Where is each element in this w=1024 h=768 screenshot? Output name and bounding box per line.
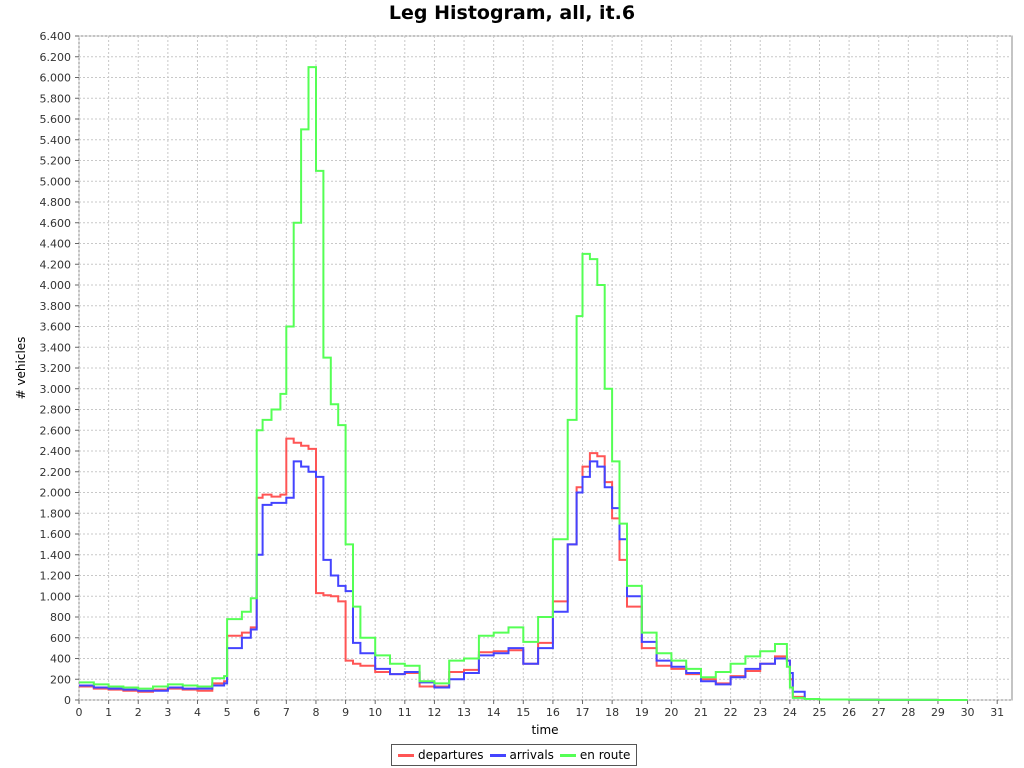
series-lines	[79, 66, 968, 701]
y-tick-label: 2.200	[40, 466, 72, 479]
y-tick-label: 800	[50, 611, 71, 624]
x-tick-label: 4	[194, 706, 201, 719]
y-tick-label: 2.400	[40, 445, 72, 458]
y-tick-label: 3.400	[40, 341, 72, 354]
y-tick-label: 2.800	[40, 404, 72, 417]
x-tick-label: 10	[368, 706, 382, 719]
y-tick-label: 1.800	[40, 507, 72, 520]
y-tick-label: 5.400	[40, 134, 72, 147]
x-axis-ticks: 0 1 2 3 4 5 6 7 8 9 10 11 12 13 14 15 16 17 18 19 20 21 22 23 24…	[76, 700, 1004, 719]
y-tick-label: 5.200	[40, 155, 72, 168]
series-line-arrivals	[79, 460, 968, 701]
x-tick-label: 7	[283, 706, 290, 719]
y-tick-label: 1.600	[40, 528, 72, 541]
y-tick-label: 0	[64, 694, 71, 707]
x-tick-label: 27	[872, 706, 886, 719]
y-tick-label: 2.000	[40, 487, 72, 500]
x-tick-label: 11	[398, 706, 412, 719]
x-tick-label: 3	[164, 706, 171, 719]
legend-item-departures: departures	[398, 748, 484, 762]
legend-swatch-departures	[398, 753, 414, 757]
y-tick-label: 4.200	[40, 258, 72, 271]
x-tick-label: 28	[901, 706, 915, 719]
x-tick-label: 17	[576, 706, 590, 719]
x-tick-label: 16	[546, 706, 560, 719]
y-tick-label: 1.200	[40, 570, 72, 583]
x-tick-label: 30	[961, 706, 975, 719]
legend-label-arrivals: arrivals	[509, 748, 554, 762]
x-tick-label: 9	[342, 706, 349, 719]
y-tick-label: 3.600	[40, 321, 72, 334]
x-tick-label: 20	[664, 706, 678, 719]
y-axis-ticks: 0 200 400 600 800 1.000 1.200 1.400 1.600 1.800 2.…	[40, 30, 79, 707]
x-tick-label: 21	[694, 706, 708, 719]
y-tick-label: 4.800	[40, 196, 72, 209]
legend-item-en-route: en route	[559, 748, 631, 762]
x-axis-title: time	[531, 723, 558, 737]
x-tick-label: 1	[105, 706, 112, 719]
x-tick-label: 15	[516, 706, 530, 719]
legend-swatch-arrivals	[489, 753, 506, 757]
x-tick-label: 23	[753, 706, 767, 719]
legend-item-arrivals: arrivals	[489, 748, 554, 762]
y-tick-label: 1.000	[40, 590, 72, 603]
y-tick-label: 5.600	[40, 113, 72, 126]
y-tick-label: 4.400	[40, 238, 72, 251]
y-tick-label: 4.000	[40, 279, 72, 292]
legend-label-departures: departures	[418, 748, 484, 762]
y-tick-label: 200	[50, 673, 71, 686]
y-tick-label: 6.000	[40, 72, 72, 85]
x-tick-label: 19	[635, 706, 649, 719]
y-tick-label: 3.200	[40, 362, 72, 375]
y-tick-label: 6.400	[40, 30, 72, 43]
x-tick-label: 24	[783, 706, 797, 719]
x-tick-label: 29	[931, 706, 945, 719]
y-tick-label: 5.000	[40, 175, 72, 188]
x-tick-label: 31	[990, 706, 1004, 719]
y-tick-label: 1.400	[40, 549, 72, 562]
y-tick-label: 3.000	[40, 383, 72, 396]
series-line-en-route	[79, 66, 968, 701]
y-tick-label: 4.600	[40, 217, 72, 230]
x-tick-label: 26	[842, 706, 856, 719]
x-tick-label: 13	[457, 706, 471, 719]
x-tick-label: 18	[605, 706, 619, 719]
y-tick-label: 6.200	[40, 51, 72, 64]
y-tick-label: 5.800	[40, 92, 72, 105]
x-tick-label: 22	[724, 706, 738, 719]
y-tick-label: 3.800	[40, 300, 72, 313]
y-tick-label: 2.600	[40, 424, 72, 437]
x-tick-label: 6	[253, 706, 260, 719]
x-tick-label: 8	[312, 706, 319, 719]
x-tick-label: 5	[224, 706, 231, 719]
x-tick-label: 14	[487, 706, 501, 719]
x-tick-label: 0	[76, 706, 83, 719]
y-tick-label: 400	[50, 653, 71, 666]
legend: departures arrivals en route	[391, 744, 638, 766]
y-axis-title: # vehicles	[14, 337, 28, 400]
legend-label-en-route: en route	[579, 748, 631, 762]
x-tick-label: 25	[812, 706, 826, 719]
legend-swatch-en-route	[559, 753, 576, 757]
y-tick-label: 600	[50, 632, 71, 645]
x-tick-label: 12	[427, 706, 441, 719]
x-tick-label: 2	[135, 706, 142, 719]
chart-title: Leg Histogram, all, it.6	[388, 2, 636, 24]
